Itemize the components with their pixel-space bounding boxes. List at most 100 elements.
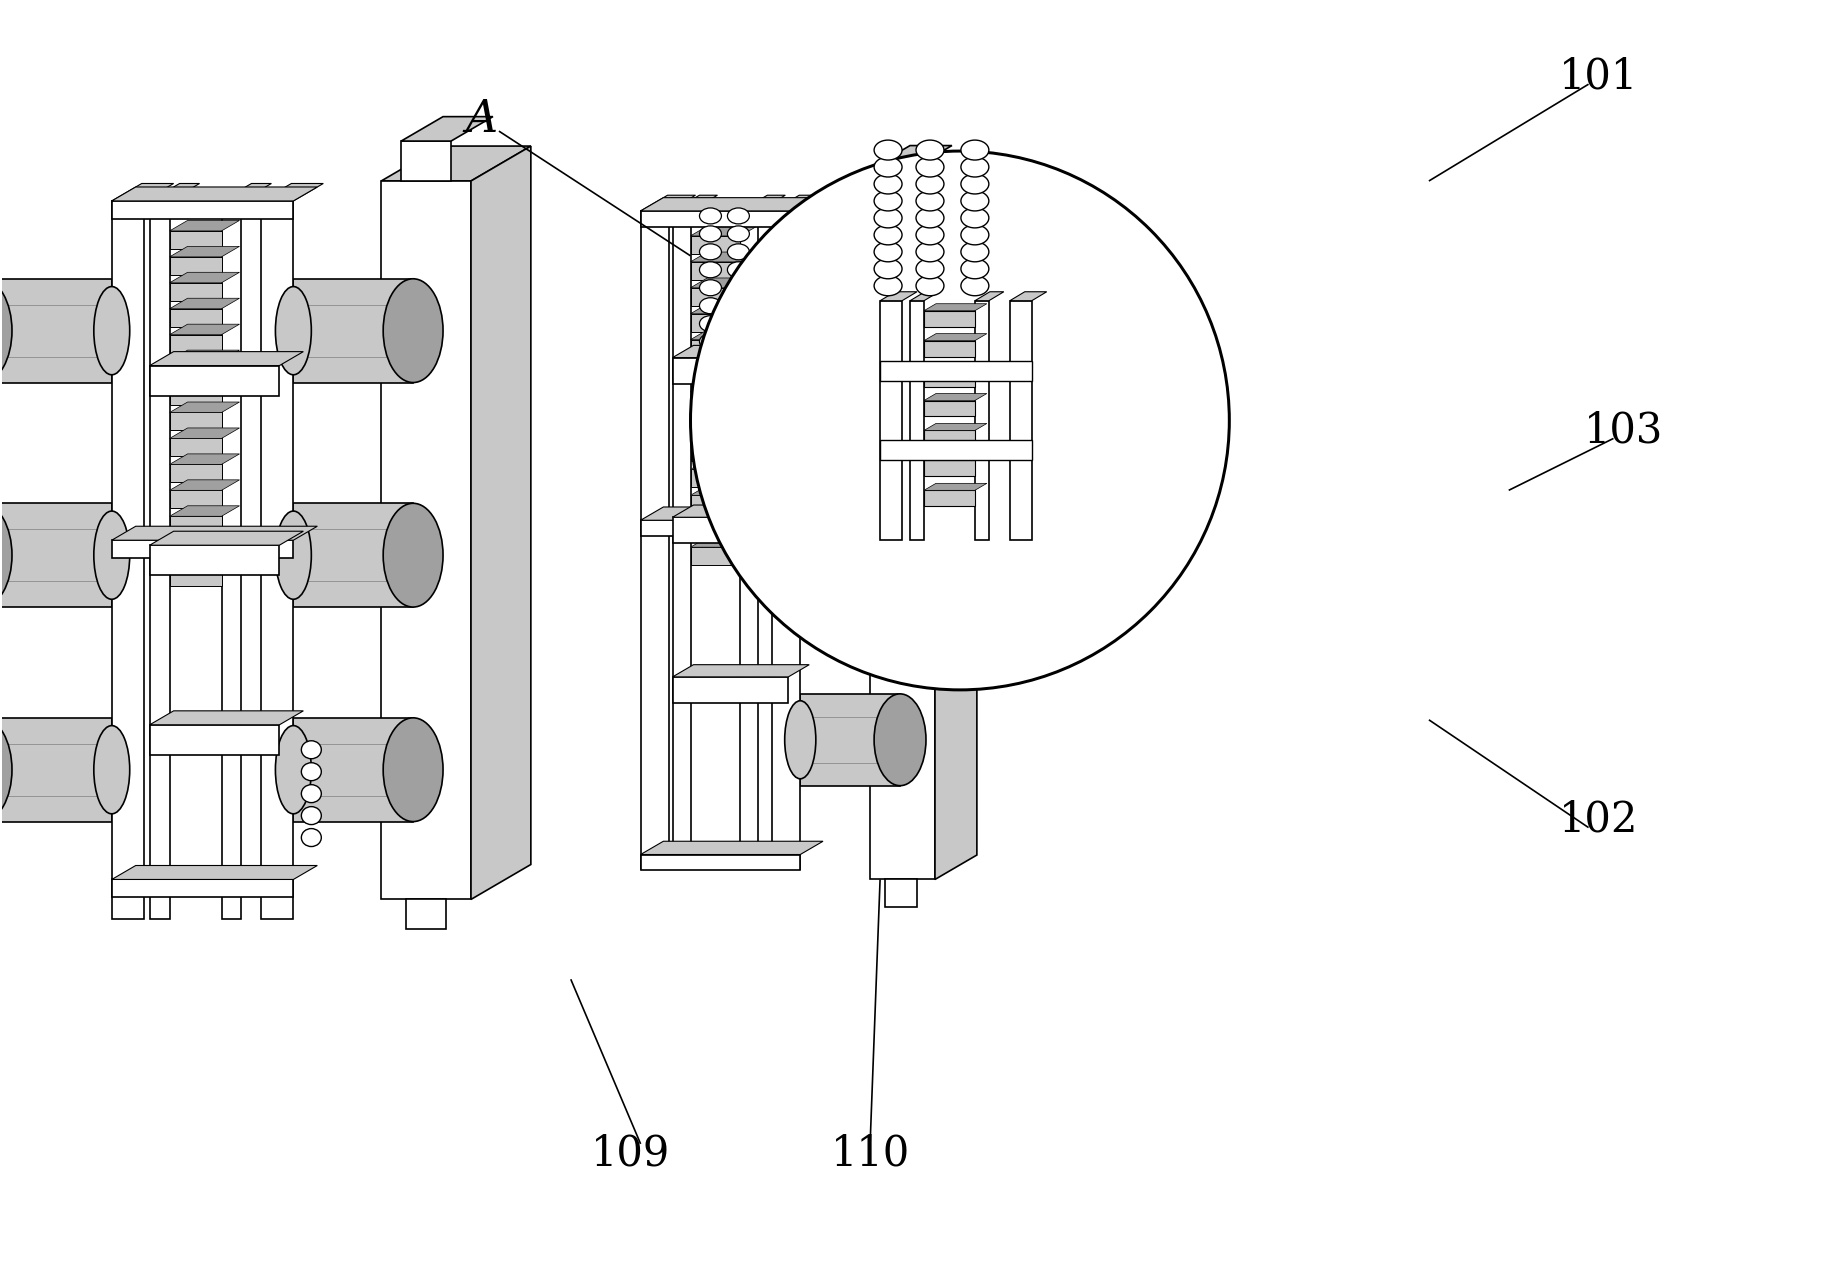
Polygon shape (690, 252, 757, 262)
Bar (293, 278, 412, 383)
Bar (641, 211, 668, 869)
Ellipse shape (700, 315, 722, 332)
Ellipse shape (276, 511, 311, 600)
Polygon shape (672, 346, 810, 357)
Ellipse shape (874, 694, 926, 785)
Polygon shape (169, 324, 239, 334)
Polygon shape (690, 381, 757, 391)
Polygon shape (401, 117, 493, 141)
Polygon shape (690, 548, 740, 566)
Polygon shape (690, 417, 740, 436)
Polygon shape (112, 866, 317, 880)
Polygon shape (690, 314, 740, 332)
Ellipse shape (383, 718, 444, 821)
Ellipse shape (276, 726, 311, 813)
Bar (149, 366, 280, 395)
Bar (0, 278, 112, 383)
Polygon shape (924, 334, 987, 341)
Polygon shape (169, 247, 239, 257)
Ellipse shape (917, 191, 944, 211)
Ellipse shape (961, 259, 989, 278)
Bar (740, 211, 758, 869)
Ellipse shape (784, 700, 816, 779)
Ellipse shape (727, 262, 749, 278)
Ellipse shape (700, 244, 722, 259)
Polygon shape (740, 196, 786, 211)
Polygon shape (641, 507, 823, 520)
Polygon shape (149, 710, 304, 724)
Polygon shape (169, 299, 239, 309)
Polygon shape (690, 236, 740, 254)
Ellipse shape (700, 352, 722, 367)
Polygon shape (169, 558, 239, 568)
Ellipse shape (874, 276, 902, 296)
Polygon shape (169, 309, 221, 327)
Ellipse shape (302, 807, 322, 825)
Bar (924, 491, 976, 506)
Bar (924, 371, 976, 386)
Polygon shape (871, 177, 978, 201)
Ellipse shape (0, 278, 13, 383)
Text: A: A (466, 98, 497, 141)
Bar (924, 341, 976, 357)
Ellipse shape (874, 174, 902, 194)
Polygon shape (169, 361, 221, 379)
Polygon shape (690, 460, 757, 469)
Ellipse shape (874, 140, 902, 160)
Bar (641, 211, 801, 228)
Ellipse shape (383, 503, 444, 608)
Ellipse shape (874, 500, 926, 591)
Ellipse shape (874, 158, 902, 177)
Polygon shape (112, 187, 317, 201)
Bar (149, 724, 280, 755)
Polygon shape (169, 350, 239, 361)
Polygon shape (690, 521, 740, 539)
Ellipse shape (917, 259, 944, 278)
Ellipse shape (917, 174, 944, 194)
Ellipse shape (917, 158, 944, 177)
Bar (149, 201, 169, 919)
Polygon shape (169, 376, 239, 386)
Ellipse shape (727, 208, 749, 224)
Polygon shape (690, 226, 757, 236)
Bar (880, 441, 1031, 460)
Polygon shape (169, 220, 239, 231)
Bar (149, 545, 280, 576)
Polygon shape (690, 538, 757, 548)
Ellipse shape (917, 276, 944, 296)
Text: 102: 102 (1559, 798, 1638, 840)
Polygon shape (381, 146, 530, 180)
Text: 110: 110 (830, 1132, 909, 1174)
Polygon shape (169, 413, 221, 431)
Ellipse shape (961, 225, 989, 245)
Ellipse shape (700, 334, 722, 350)
Bar (293, 503, 412, 608)
Polygon shape (690, 330, 757, 339)
Bar (886, 880, 917, 907)
Ellipse shape (727, 334, 749, 350)
Ellipse shape (917, 140, 944, 160)
Text: 101: 101 (1559, 55, 1638, 97)
Polygon shape (169, 272, 239, 282)
Ellipse shape (961, 276, 989, 296)
Bar (0, 718, 112, 821)
Ellipse shape (276, 286, 311, 375)
Bar (976, 301, 989, 540)
Bar (672, 677, 788, 703)
Polygon shape (641, 841, 823, 854)
Bar (871, 201, 935, 880)
Ellipse shape (302, 741, 322, 759)
Polygon shape (169, 480, 239, 491)
Polygon shape (773, 196, 827, 211)
Bar (801, 500, 900, 591)
Bar (112, 201, 144, 919)
Polygon shape (924, 304, 987, 310)
Polygon shape (641, 198, 823, 211)
Bar (0, 503, 112, 608)
Polygon shape (935, 177, 978, 880)
Ellipse shape (700, 262, 722, 278)
Ellipse shape (874, 305, 926, 397)
Polygon shape (149, 352, 304, 366)
Polygon shape (169, 402, 239, 413)
Bar (641, 520, 801, 536)
